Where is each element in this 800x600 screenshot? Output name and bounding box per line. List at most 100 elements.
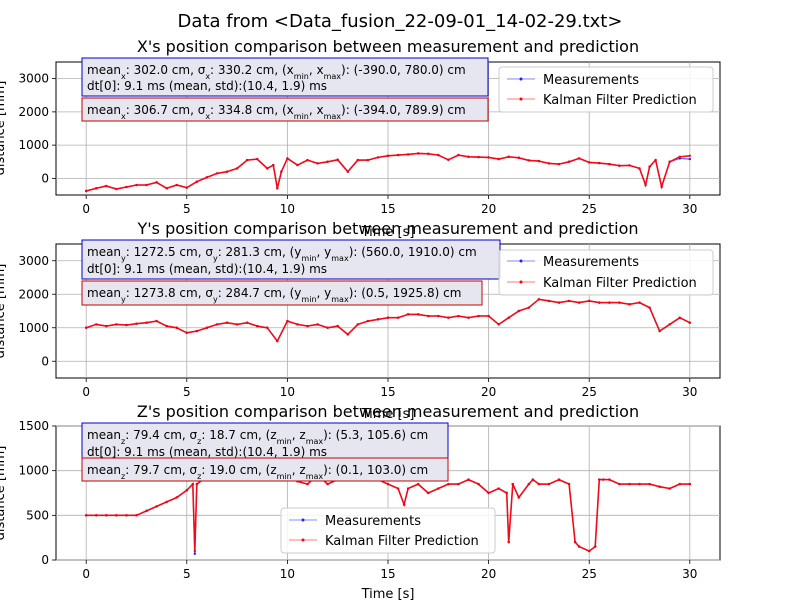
subplot-x-legend: Measurements Kalman Filter Prediction xyxy=(498,66,714,113)
kalman-point xyxy=(115,514,118,517)
kalman-point xyxy=(648,165,651,168)
stats-prediction-line: meanz: 79.7 cm, σz: 19.0 cm, (zmin, zmax… xyxy=(87,463,428,481)
kalman-point xyxy=(376,156,380,159)
kalman-point xyxy=(406,313,410,316)
legend-measurements-label: Measurements xyxy=(325,514,421,529)
subplot-z: Z's position comparison between measurem… xyxy=(0,402,721,600)
x-tick-label: 25 xyxy=(582,202,597,216)
figure-suptitle: Data from <Data_fusion_22-09-01_14-02-29… xyxy=(178,11,623,32)
kalman-point xyxy=(195,329,199,333)
kalman-point xyxy=(437,487,440,490)
kalman-point xyxy=(356,323,360,326)
kalman-point xyxy=(618,164,621,167)
subplot-y-legend: Measurements Kalman Filter Prediction xyxy=(498,249,714,296)
subplot-x-xlabel: Time [s] xyxy=(361,225,415,240)
kalman-point xyxy=(547,162,551,165)
subplot-x: X's position comparison between measurem… xyxy=(0,37,721,240)
kalman-point xyxy=(487,314,490,318)
kalman-point xyxy=(356,158,360,162)
stats-prediction-line: meany: 1273.8 cm, σy: 284.7 cm, (ymin, y… xyxy=(87,286,461,304)
subplot-z-stats-prediction: meanz: 79.7 cm, σz: 19.0 cm, (zmin, zmax… xyxy=(81,457,449,482)
x-tick-label: 30 xyxy=(682,202,697,216)
kalman-point xyxy=(688,321,692,324)
kalman-point xyxy=(115,187,118,191)
kalman-point xyxy=(688,482,692,486)
kalman-point xyxy=(517,156,520,159)
kalman-point xyxy=(346,170,349,173)
kalman-point xyxy=(155,505,158,508)
kalman-point xyxy=(256,157,259,161)
kalman-point xyxy=(280,170,283,173)
subplot-z-series xyxy=(84,469,692,555)
kalman-point xyxy=(648,482,651,486)
kalman-point xyxy=(427,314,430,318)
y-tick-label: 500 xyxy=(26,508,49,522)
kalman-point xyxy=(547,299,551,303)
kalman-point xyxy=(527,159,531,162)
kalman-point xyxy=(296,323,299,326)
kalman-point xyxy=(316,323,319,326)
kalman-point xyxy=(135,514,138,517)
subplot-z-title: Z's position comparison between measurem… xyxy=(137,402,639,421)
kalman-point xyxy=(477,314,480,318)
kalman-point xyxy=(145,183,148,187)
kalman-point xyxy=(678,155,681,158)
x-tick-label: 5 xyxy=(183,202,191,216)
kalman-point xyxy=(477,155,480,159)
kalman-point xyxy=(467,478,470,481)
kalman-point xyxy=(638,482,641,486)
kalman-point xyxy=(497,323,500,326)
kalman-point xyxy=(175,326,178,329)
kalman-point xyxy=(557,162,561,166)
x-tick-label: 15 xyxy=(380,385,395,399)
kalman-point xyxy=(396,153,400,157)
kalman-point xyxy=(193,549,197,553)
kalman-point xyxy=(84,326,88,329)
subplot-y-title: Y's position comparison between measurem… xyxy=(136,219,638,238)
kalman-point xyxy=(557,478,561,481)
kalman-point xyxy=(235,323,239,326)
kalman-point xyxy=(660,185,663,188)
kalman-point xyxy=(245,321,249,324)
subplot-x-stats-prediction: meanx: 306.7 cm, σx: 334.8 cm, (xmin, xm… xyxy=(81,97,489,122)
kalman-point xyxy=(648,306,651,309)
kalman-point xyxy=(577,301,581,304)
kalman-point xyxy=(537,298,541,301)
kalman-point xyxy=(567,160,571,163)
subplot-y-stats-measurement: meany: 1272.5 cm, σy: 281.3 cm, (ymin, y… xyxy=(81,239,501,280)
kalman-point xyxy=(447,316,450,319)
kalman-point xyxy=(457,314,460,318)
kalman-point xyxy=(225,321,229,324)
kalman-point xyxy=(527,306,531,309)
kalman-point xyxy=(215,323,219,326)
kalman-point xyxy=(205,176,209,179)
x-tick-label: 0 xyxy=(82,202,90,216)
kalman-point xyxy=(105,184,108,188)
x-tick-label: 30 xyxy=(682,567,697,581)
subplot-z-legend: Measurements Kalman Filter Prediction xyxy=(280,507,496,554)
kalman-point xyxy=(195,180,199,183)
x-tick-label: 0 xyxy=(82,567,90,581)
kalman-point xyxy=(402,503,406,506)
subplot-y-xlabel: Time [s] xyxy=(361,407,415,422)
kalman-point xyxy=(507,155,510,158)
kalman-point xyxy=(644,183,647,187)
legend-kalman-label: Kalman Filter Prediction xyxy=(543,276,697,291)
kalman-point xyxy=(145,509,148,513)
kalman-point xyxy=(366,158,370,162)
x-tick-label: 5 xyxy=(183,385,191,399)
subplot-y-ylabel: distance [mm] xyxy=(0,264,8,359)
kalman-point xyxy=(165,324,168,328)
y-tick-label: 2000 xyxy=(18,287,49,301)
kalman-point xyxy=(457,153,460,157)
kalman-point xyxy=(638,301,641,304)
kalman-point xyxy=(185,489,188,492)
kalman-point xyxy=(507,540,510,544)
stats-measurement-line-1: meanz: 79.4 cm, σz: 18.7 cm, (zmin, zmax… xyxy=(87,428,428,446)
kalman-point xyxy=(95,514,98,517)
kalman-point xyxy=(306,158,309,162)
kalman-point xyxy=(115,323,118,326)
kalman-point xyxy=(531,478,535,481)
stats-measurement-line-2: dt[0]: 9.1 ms (mean, std):(10.4, 1.9) ms xyxy=(87,262,327,276)
